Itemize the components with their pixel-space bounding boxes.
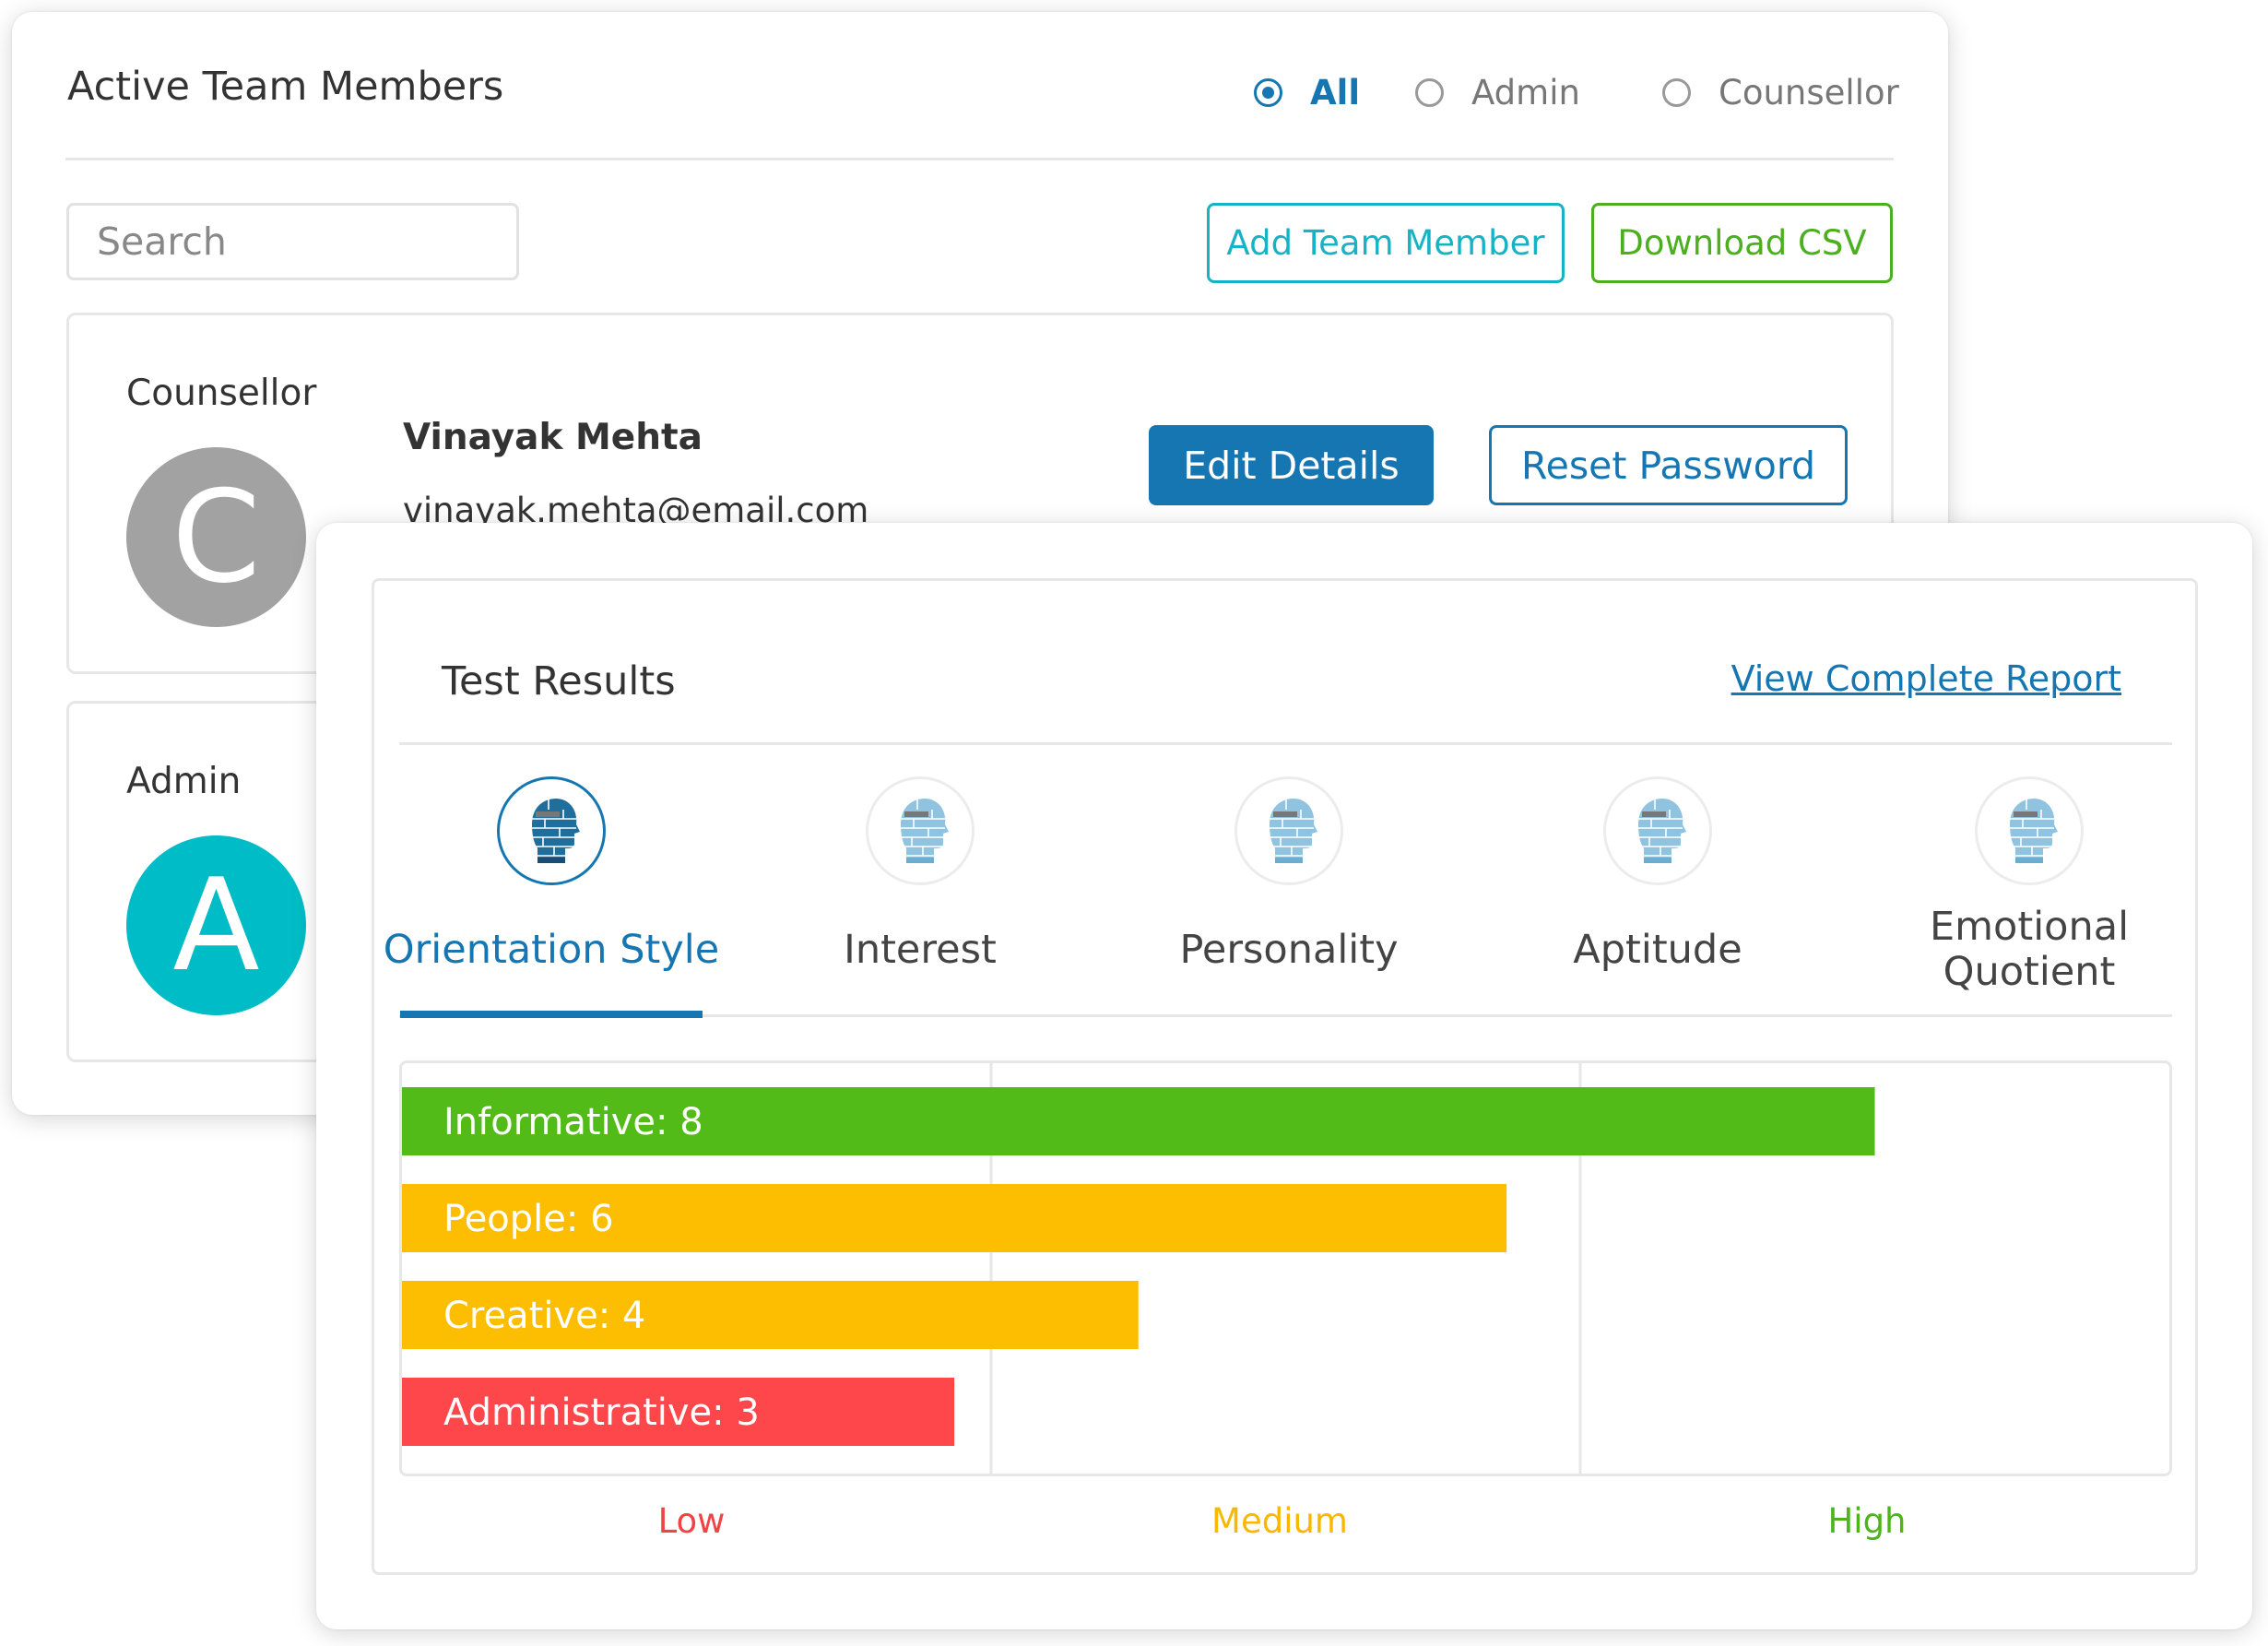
radio-icon	[1415, 78, 1444, 107]
zone-label-medium: Medium	[1211, 1501, 1348, 1541]
filter-label: Admin	[1471, 73, 1580, 112]
header-divider	[65, 158, 1894, 160]
bar-people	[402, 1184, 1507, 1252]
bar-label-creative: Creative: 4	[443, 1295, 645, 1337]
bar-creative	[402, 1281, 1139, 1349]
reset-password-button[interactable]: Reset Password	[1489, 425, 1848, 505]
tab-label: Aptitude	[1573, 926, 1742, 973]
bar-label-administrative: Administrative: 3	[443, 1391, 760, 1434]
tab-label: Personality	[1179, 926, 1399, 973]
test-results-card: Test Results View Complete Report Orient…	[316, 523, 2252, 1629]
bar-administrative	[402, 1378, 955, 1446]
tab-personality[interactable]: Personality	[1104, 776, 1473, 972]
active-tab-indicator	[400, 1011, 703, 1018]
radio-icon	[1662, 78, 1691, 107]
edit-details-button[interactable]: Edit Details	[1149, 425, 1434, 505]
member-name: Vinayak Mehta	[403, 417, 703, 458]
filter-admin-radio[interactable]: Admin	[1415, 73, 1580, 112]
tab-label: Emotional Quotient	[1929, 904, 2130, 995]
add-team-member-button[interactable]: Add Team Member	[1207, 203, 1565, 283]
page-title: Active Team Members	[67, 64, 504, 110]
radio-selected-icon	[1254, 78, 1282, 107]
orientation-chart: Informative: 8 People: 6 Creative: 4 Admini…	[399, 1060, 2172, 1476]
bar-informative	[402, 1087, 1875, 1155]
results-divider	[399, 742, 2172, 745]
filter-label: Counsellor	[1719, 73, 1899, 112]
section-title: Test Results	[442, 658, 676, 705]
head-brain-icon	[497, 776, 606, 885]
test-results-panel: Test Results View Complete Report Orient…	[372, 578, 2198, 1575]
filter-label: All	[1310, 73, 1361, 112]
zone-label-high: High	[1827, 1501, 1907, 1541]
view-complete-report-link[interactable]: View Complete Report	[1731, 658, 2121, 699]
filter-all-radio[interactable]: All	[1254, 73, 1360, 112]
filter-counsellor-radio[interactable]: Counsellor	[1662, 73, 1899, 112]
download-csv-button[interactable]: Download CSV	[1591, 203, 1893, 283]
search-input[interactable]	[66, 203, 519, 280]
tab-label: Orientation Style	[383, 926, 720, 973]
role-label: Counsellor	[126, 373, 317, 414]
tabs-underline	[399, 1014, 2172, 1017]
zone-label-low: Low	[657, 1501, 726, 1541]
role-label: Admin	[126, 761, 242, 802]
tab-interest[interactable]: Interest	[736, 776, 1104, 972]
head-brain-icon	[1234, 776, 1343, 885]
bar-chart: Informative: 8 People: 6 Creative: 4 Admini…	[402, 1063, 1875, 1474]
avatar: C	[126, 447, 306, 627]
tab-orientation-style[interactable]: Orientation Style	[367, 776, 736, 972]
head-brain-icon	[866, 776, 975, 885]
head-brain-icon	[1975, 776, 2084, 885]
bar-label-informative: Informative: 8	[443, 1101, 703, 1143]
tab-label: Interest	[844, 926, 997, 973]
bar-label-people: People: 6	[443, 1198, 614, 1240]
avatar: A	[126, 835, 306, 1015]
tab-aptitude[interactable]: Aptitude	[1473, 776, 1842, 972]
tab-emotional-quotient[interactable]: Emotional Quotient	[1845, 776, 2214, 995]
head-brain-icon	[1603, 776, 1712, 885]
